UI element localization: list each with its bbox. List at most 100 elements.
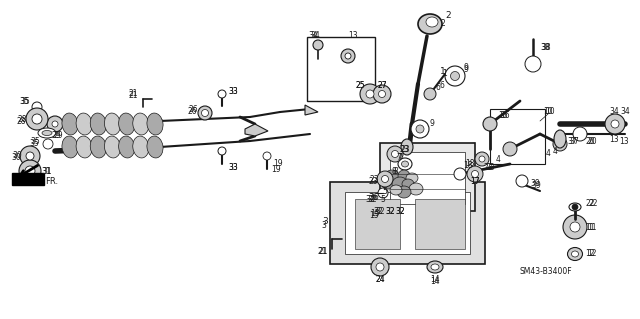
Ellipse shape (385, 170, 399, 182)
Text: 35: 35 (29, 139, 39, 149)
Text: 32: 32 (395, 206, 405, 216)
Text: 31: 31 (41, 167, 51, 175)
Text: 18: 18 (463, 161, 473, 170)
Circle shape (483, 117, 497, 131)
Text: 13: 13 (619, 137, 629, 145)
Text: 4: 4 (545, 150, 550, 159)
Ellipse shape (401, 139, 413, 155)
Ellipse shape (62, 136, 78, 158)
Text: 23: 23 (400, 145, 410, 153)
Text: 8: 8 (392, 167, 396, 176)
Text: 16: 16 (500, 112, 510, 121)
Bar (345, 192, 470, 254)
Ellipse shape (568, 248, 582, 261)
Circle shape (475, 152, 489, 166)
Text: 2: 2 (440, 19, 445, 28)
Text: 4: 4 (552, 146, 557, 155)
Text: 34: 34 (609, 107, 619, 115)
Text: 36: 36 (368, 192, 378, 202)
Text: 21: 21 (128, 91, 138, 100)
Ellipse shape (104, 113, 120, 135)
Circle shape (218, 90, 226, 98)
Ellipse shape (90, 113, 106, 135)
Text: 23: 23 (369, 174, 379, 183)
Ellipse shape (572, 251, 579, 257)
Circle shape (43, 139, 53, 149)
Circle shape (263, 152, 271, 160)
Bar (307, 37, 375, 101)
Text: 39: 39 (531, 182, 541, 190)
Text: 21: 21 (317, 248, 327, 256)
Text: 13: 13 (348, 31, 358, 40)
Ellipse shape (76, 113, 92, 135)
Ellipse shape (118, 113, 135, 135)
Text: 15: 15 (369, 211, 379, 220)
Text: 6: 6 (436, 83, 440, 92)
Text: 8: 8 (394, 167, 398, 175)
Text: 16: 16 (498, 112, 508, 121)
Text: 28: 28 (17, 115, 27, 123)
Text: 26: 26 (187, 107, 197, 115)
Ellipse shape (406, 173, 418, 183)
Circle shape (454, 168, 466, 180)
Text: 9: 9 (463, 63, 468, 72)
Ellipse shape (426, 17, 438, 27)
Circle shape (20, 146, 40, 166)
Text: 21: 21 (128, 90, 138, 99)
Text: 1: 1 (440, 66, 446, 76)
Text: 38: 38 (540, 42, 550, 51)
Text: 9: 9 (463, 64, 468, 73)
Bar (355, 199, 400, 249)
Circle shape (19, 160, 41, 182)
Circle shape (479, 156, 485, 162)
Circle shape (573, 127, 587, 141)
Text: 34: 34 (310, 31, 320, 40)
Ellipse shape (418, 14, 442, 34)
Circle shape (416, 125, 424, 133)
Circle shape (202, 109, 209, 116)
Circle shape (467, 166, 483, 182)
Text: 37: 37 (567, 137, 577, 145)
Text: 24: 24 (375, 275, 385, 284)
Circle shape (451, 71, 460, 80)
Circle shape (378, 91, 385, 98)
Circle shape (503, 142, 517, 156)
Text: 25: 25 (355, 80, 365, 90)
Circle shape (525, 56, 541, 72)
Text: 20: 20 (585, 137, 595, 145)
Circle shape (366, 90, 374, 98)
Text: 36: 36 (369, 192, 379, 202)
Text: 28: 28 (16, 116, 26, 125)
Ellipse shape (62, 113, 78, 135)
Ellipse shape (382, 179, 394, 189)
Text: 32: 32 (395, 206, 405, 216)
Text: SM43-B3400F: SM43-B3400F (520, 268, 573, 277)
Circle shape (198, 106, 212, 120)
Circle shape (313, 40, 323, 50)
Text: 32: 32 (365, 196, 375, 204)
Text: 1: 1 (443, 70, 447, 78)
Ellipse shape (76, 136, 92, 158)
Ellipse shape (409, 183, 423, 195)
Ellipse shape (398, 158, 412, 170)
Text: 34: 34 (308, 31, 318, 40)
Circle shape (381, 175, 388, 182)
Text: 10: 10 (543, 107, 553, 115)
Circle shape (376, 263, 384, 271)
Circle shape (572, 204, 578, 210)
Ellipse shape (402, 179, 414, 189)
Ellipse shape (132, 113, 149, 135)
Circle shape (26, 108, 48, 130)
Text: 3: 3 (321, 221, 326, 231)
Text: 5: 5 (381, 195, 385, 204)
Ellipse shape (132, 136, 149, 158)
Ellipse shape (398, 170, 410, 182)
Text: 26: 26 (188, 106, 198, 115)
Circle shape (26, 152, 34, 160)
Text: 32: 32 (375, 206, 385, 216)
Circle shape (445, 66, 465, 86)
Circle shape (341, 49, 355, 63)
Text: 13: 13 (609, 135, 619, 144)
Text: 21: 21 (318, 247, 328, 256)
Text: 22: 22 (588, 199, 598, 209)
